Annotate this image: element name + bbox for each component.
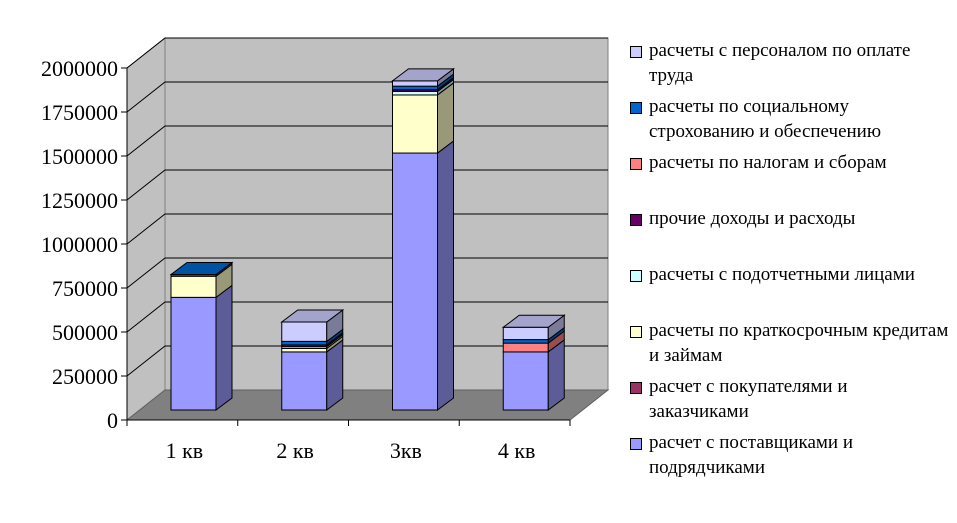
bar-segment	[170, 296, 217, 411]
y-tick-label: 1500000	[41, 144, 118, 169]
bar-segment	[502, 339, 549, 344]
bar-segment-side	[437, 140, 454, 411]
bar-stack	[501, 314, 566, 411]
y-tick-label: 500000	[52, 320, 118, 345]
bar-stack	[391, 67, 455, 411]
bar-segment-top	[169, 261, 234, 275]
x-tick-label: 3кв	[390, 438, 422, 463]
legend-item: расчеты с персоналом по оплате труда	[628, 38, 953, 94]
bar-segment	[281, 347, 328, 353]
y-tick-label: 750000	[52, 276, 118, 301]
bar-segment	[392, 152, 438, 411]
legend-label: расчеты с подотчетными лицами	[649, 264, 915, 285]
legend-swatch	[630, 326, 642, 338]
bar-segment	[392, 80, 438, 87]
legend-item: расчеты по краткосрочным кредитам и займ…	[628, 318, 953, 374]
bar-stack	[280, 309, 345, 411]
bar-stack	[169, 261, 234, 411]
gridline	[126, 125, 608, 157]
y-tick-label: 2000000	[41, 56, 118, 81]
legend-swatch	[630, 158, 642, 170]
y-tick-label: 1250000	[41, 188, 118, 213]
bar-segment	[281, 340, 328, 346]
legend-item: прочие доходы и расходы	[628, 206, 953, 262]
bars	[169, 67, 566, 411]
legend-swatch	[630, 270, 642, 282]
bar-segment	[502, 351, 549, 411]
legend-item: расчеты по налогам и сборам	[628, 150, 953, 206]
bar-segment-top	[280, 309, 345, 323]
legend-swatch	[630, 214, 642, 226]
gridline	[126, 213, 608, 245]
legend-item: расчеты по социальному строхованию и обе…	[628, 94, 953, 150]
legend-label: расчет с поставщиками и подрядчиками	[649, 432, 854, 478]
legend-label: расчеты по налогам и сборам	[649, 152, 887, 173]
gridline	[126, 169, 608, 201]
legend-item: расчеты с подотчетными лицами	[628, 262, 953, 318]
legend-label: прочие доходы и расходы	[649, 208, 856, 229]
y-tick-label: 1000000	[41, 232, 118, 257]
bar-segment	[392, 85, 438, 91]
y-tick-label: 250000	[52, 364, 118, 389]
bar-segment-side	[215, 284, 233, 411]
bar-segment	[281, 351, 328, 411]
gridline	[126, 345, 608, 377]
y-tick-label: 1750000	[41, 100, 118, 125]
bar-segment	[502, 342, 549, 353]
x-tick-label: 4 кв	[498, 438, 536, 463]
legend: расчеты с персоналом по оплате труда расч…	[628, 38, 953, 486]
legend-swatch	[630, 438, 642, 450]
bar-segment-top	[391, 68, 455, 82]
gridline	[126, 301, 608, 333]
bar-segment-top	[501, 314, 566, 328]
gridline	[126, 81, 608, 113]
legend-swatch	[630, 382, 642, 394]
legend-item: расчет с покупателями и заказчиками	[628, 374, 953, 430]
bar-segment	[170, 275, 217, 298]
gridline	[126, 37, 608, 69]
legend-label: расчеты с персоналом по оплате труда	[649, 40, 911, 86]
x-axis: 1 кв 2 кв 3кв 4 кв	[126, 419, 571, 463]
bar-segment	[392, 90, 438, 96]
y-tick-label: 0	[107, 408, 118, 433]
gridline	[126, 257, 608, 289]
x-tick-label: 1 кв	[166, 438, 204, 463]
bar-segment	[392, 94, 438, 154]
legend-swatch	[630, 46, 642, 58]
legend-swatch	[630, 102, 642, 114]
bar-segment	[281, 321, 328, 342]
y-axis: 0 250000 500000 750000 1000000 1250000 1500000…	[41, 56, 128, 433]
bar-segment	[502, 326, 549, 341]
legend-item: расчет с поставщиками и подрядчиками	[628, 430, 953, 486]
legend-label: расчеты по социальному строхованию и обе…	[649, 96, 882, 142]
gridlines	[126, 37, 608, 377]
legend-label: расчет с покупателями и заказчиками	[649, 376, 848, 422]
legend-label: расчеты по краткосрочным кредитам и займ…	[649, 320, 949, 366]
x-tick-label: 2 кв	[276, 438, 314, 463]
